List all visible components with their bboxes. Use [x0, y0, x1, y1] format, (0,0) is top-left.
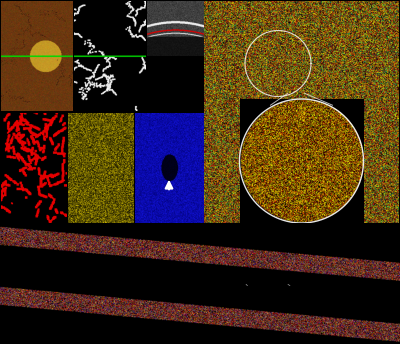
Text: A: A [3, 98, 10, 108]
Text: Inset: Inset [361, 5, 385, 15]
Text: B: B [76, 98, 83, 108]
Text: E: E [205, 211, 212, 221]
Text: D: D [3, 211, 11, 221]
Text: C: C [148, 43, 155, 53]
Text: F: F [3, 330, 10, 340]
